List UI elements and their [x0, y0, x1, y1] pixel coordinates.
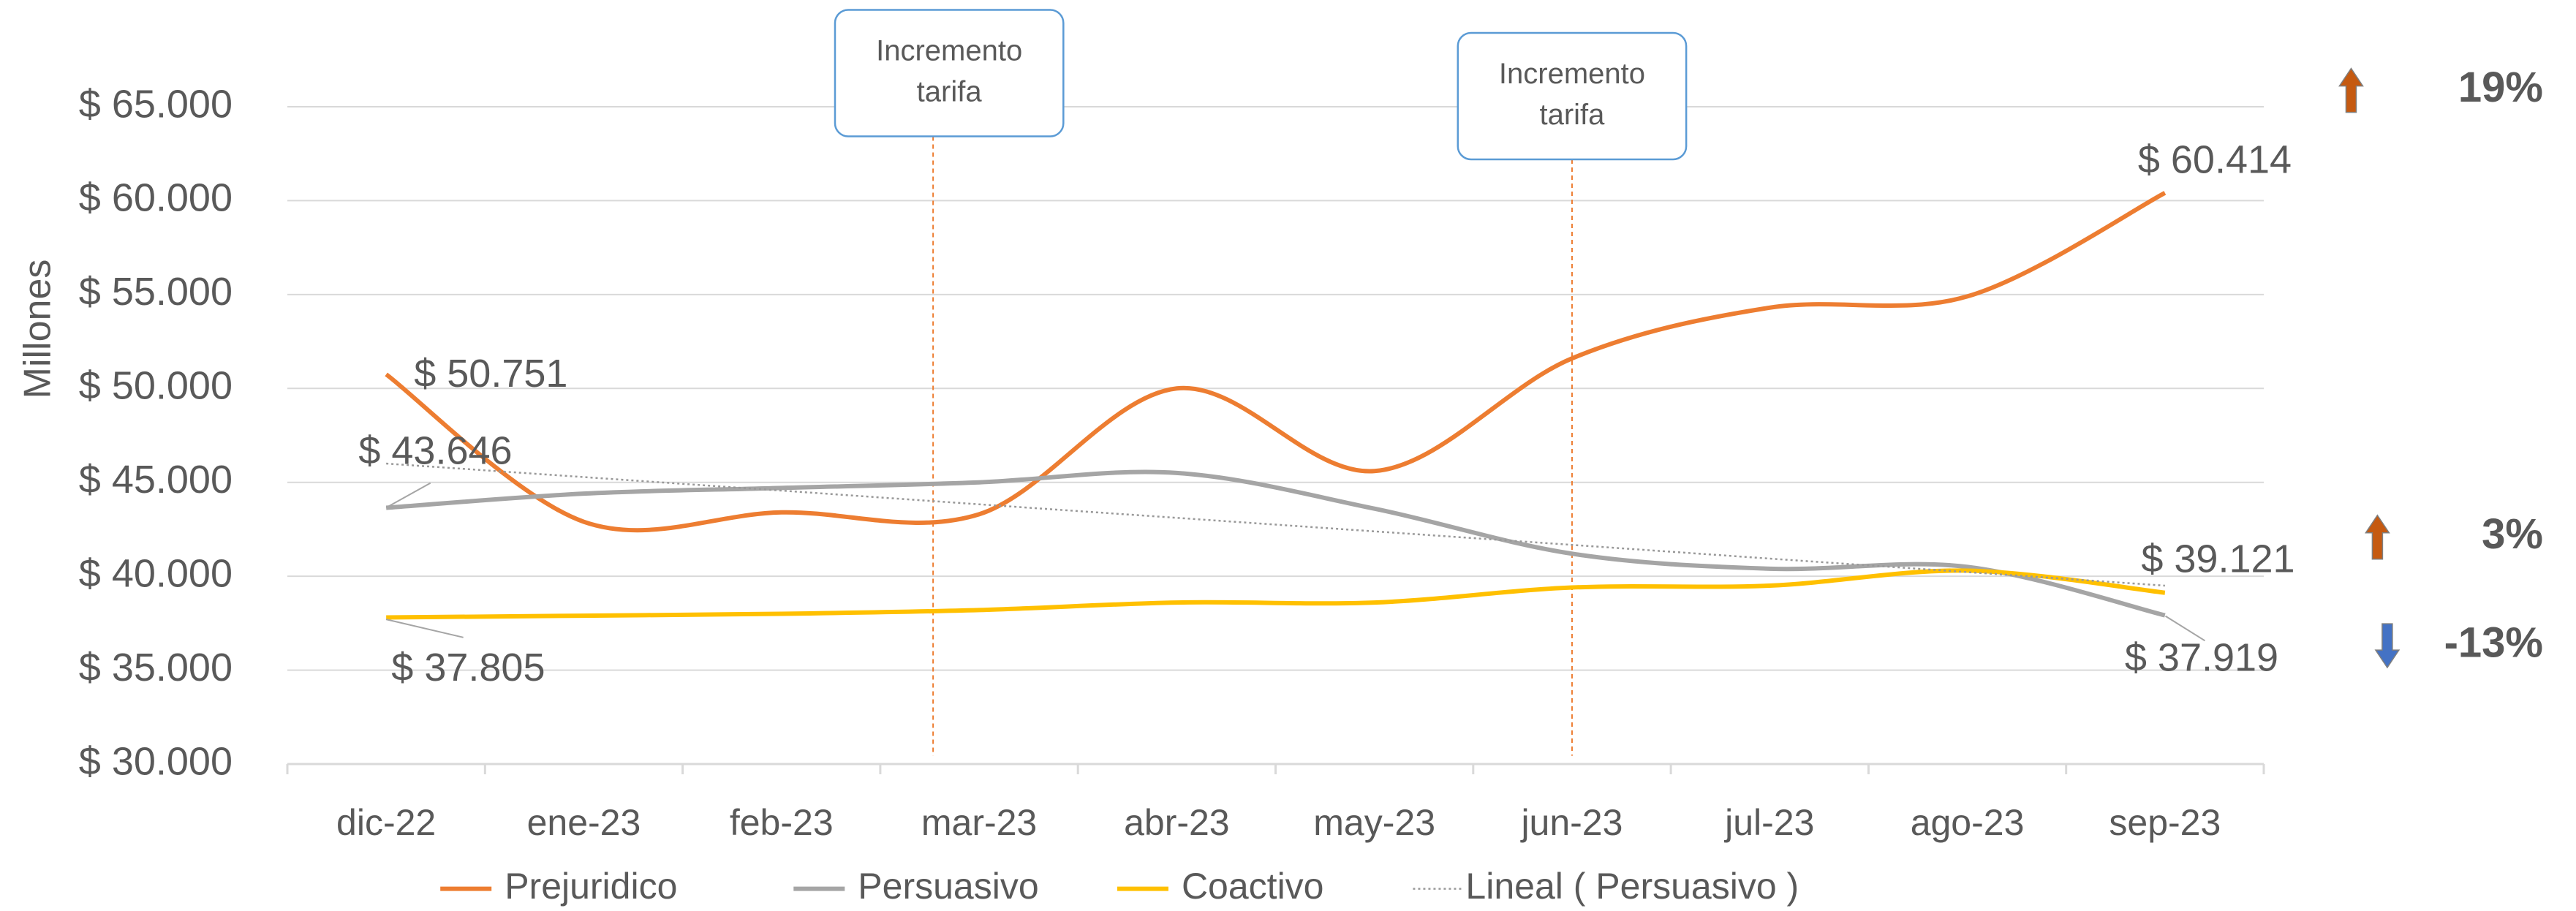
- legend-label: Lineal ( Persuasivo ): [1465, 866, 1799, 907]
- annotation-text: Incremento: [876, 35, 1022, 67]
- data-label: $ 39.121: [2141, 537, 2294, 581]
- indicator-arrow: [2338, 67, 2364, 113]
- y-tick-label: $ 40.000: [79, 551, 233, 595]
- annotation-text: Incremento: [1499, 58, 1645, 90]
- annotation-box: [1457, 31, 1688, 161]
- leader-line: [2165, 615, 2206, 642]
- annotation-box: [834, 9, 1065, 137]
- data-label: $ 60.414: [2138, 138, 2292, 182]
- indicator-arrow: [2374, 623, 2401, 669]
- annotation-text: tarifa: [917, 76, 983, 108]
- data-label: $ 43.646: [358, 428, 512, 472]
- y-tick-label: $ 30.000: [79, 739, 233, 783]
- x-tick-label: jul-23: [1723, 802, 1814, 843]
- series-line: [386, 568, 2166, 620]
- x-tick-label: feb-23: [730, 802, 834, 843]
- y-tick-label: $ 45.000: [79, 458, 233, 502]
- x-tick-label: ene-23: [527, 802, 641, 843]
- series-line: [385, 191, 2167, 533]
- y-tick-label: $ 65.000: [79, 82, 233, 126]
- x-tick-label: jun-23: [1519, 802, 1623, 843]
- y-tick-label: $ 60.000: [79, 176, 233, 220]
- legend-label: Coactivo: [1182, 866, 1324, 907]
- leader-line: [385, 619, 464, 638]
- x-tick-label: ago-23: [1911, 802, 2025, 843]
- data-label: $ 37.919: [2125, 636, 2278, 680]
- x-tick-label: mar-23: [921, 802, 1037, 843]
- legend-label: Persuasivo: [858, 866, 1038, 907]
- legend-label: Prejuridico: [505, 866, 677, 907]
- y-axis-label: Millones: [17, 260, 59, 399]
- y-tick-label: $ 35.000: [79, 646, 233, 689]
- data-label: $ 50.751: [414, 352, 567, 396]
- x-tick-label: sep-23: [2109, 802, 2221, 843]
- x-tick-label: abr-23: [1124, 802, 1230, 843]
- indicator-label: 3%: [2482, 510, 2543, 558]
- series-line: [386, 462, 2165, 587]
- indicator-label: -13%: [2444, 619, 2543, 666]
- series-line: [385, 469, 2166, 618]
- annotation-text: tarifa: [1539, 99, 1605, 131]
- y-tick-label: $ 55.000: [79, 270, 233, 314]
- indicator-label: 19%: [2458, 64, 2543, 111]
- leader-line: [385, 482, 431, 509]
- y-tick-label: $ 50.000: [79, 364, 233, 408]
- data-label: $ 37.805: [391, 646, 545, 689]
- x-tick-label: dic-22: [336, 802, 436, 843]
- indicator-arrow: [2365, 514, 2390, 560]
- x-tick-label: may-23: [1313, 802, 1435, 843]
